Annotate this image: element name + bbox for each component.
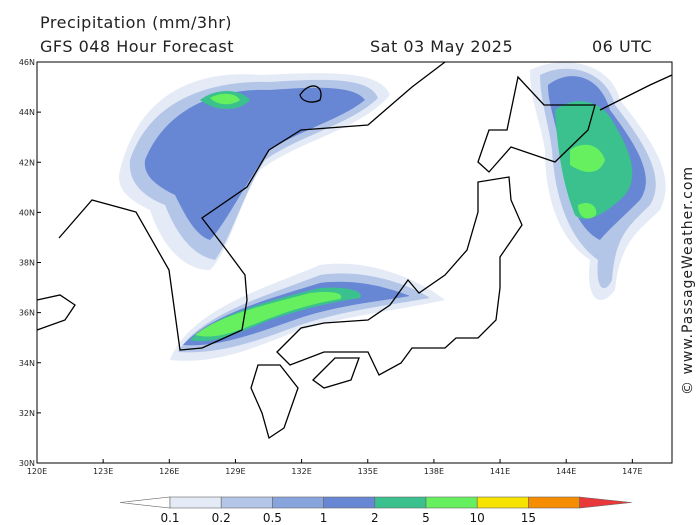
credit: © www.PassageWeather.com	[680, 166, 696, 395]
colorbar-label: 2	[371, 511, 379, 525]
colorbar-label: 1	[320, 511, 328, 525]
colorbar: 0.1 0.2 0.5 1 2 5 10 15	[119, 496, 632, 525]
title: Precipitation (mm/3hr)	[40, 13, 232, 32]
lon-label: 126E	[159, 467, 179, 476]
lat-label: 42N	[19, 158, 35, 167]
lat-label: 30N	[19, 459, 35, 468]
lat-label: 40N	[19, 208, 35, 217]
date: Sat 03 May 2025	[370, 37, 513, 56]
lon-labels: 120E 123E 126E 129E 132E 135E 138E 141E 144E 147E	[27, 459, 643, 476]
map-area: 46N 44N 42N 40N 38N 36N 34N 32N 30N 120E 123E 126E…	[19, 58, 673, 476]
lon-label: 123E	[93, 467, 113, 476]
colorbar-segment	[476, 496, 529, 509]
lon-label: 144E	[556, 467, 576, 476]
lat-label: 46N	[19, 58, 35, 67]
lon-label: 135E	[358, 467, 378, 476]
lat-label: 34N	[19, 359, 35, 368]
colorbar-segment	[220, 496, 273, 509]
lon-label: 132E	[291, 467, 311, 476]
lat-label: 44N	[19, 108, 35, 117]
lon-label: 147E	[622, 467, 642, 476]
colorbar-label: 5	[422, 511, 430, 525]
colorbar-right-end	[579, 496, 632, 509]
lon-label: 141E	[490, 467, 510, 476]
lon-label: 129E	[225, 467, 245, 476]
colorbar-label: 0.1	[160, 511, 179, 525]
colorbar-segment	[323, 496, 376, 509]
coastlines	[36, 61, 673, 440]
colorbar-segment	[169, 496, 222, 509]
lon-label: 138E	[424, 467, 444, 476]
colorbar-label: 0.5	[263, 511, 282, 525]
colorbar-segment	[425, 496, 478, 509]
lat-label: 32N	[19, 409, 35, 418]
colorbar-label: 0.2	[212, 511, 231, 525]
lon-label: 120E	[27, 467, 47, 476]
lat-labels: 46N 44N 42N 40N 38N 36N 34N 32N 30N	[19, 58, 41, 468]
colorbar-segment	[528, 496, 580, 509]
colorbar-left-end	[119, 496, 171, 509]
model-line: GFS 048 Hour Forecast	[40, 37, 234, 56]
lat-label: 38N	[19, 259, 35, 268]
colorbar-segment	[272, 496, 324, 509]
precipitation	[119, 62, 666, 361]
colorbar-label: 15	[521, 511, 536, 525]
time: 06 UTC	[592, 37, 652, 56]
lat-label: 36N	[19, 309, 35, 318]
colorbar-label: 10	[470, 511, 485, 525]
colorbar-segment	[374, 496, 427, 509]
